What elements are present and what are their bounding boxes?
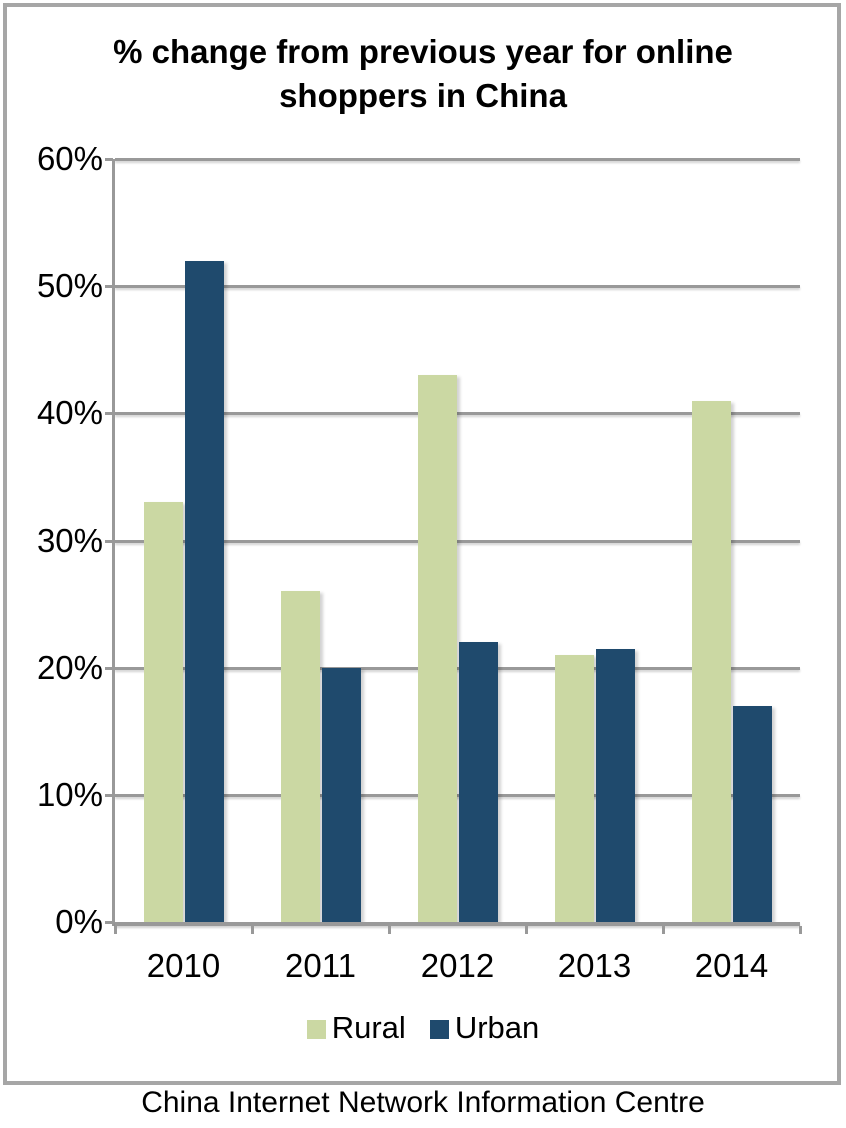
y-axis-label-0: 0% [55, 903, 103, 940]
bar-urban-2012 [459, 642, 498, 922]
y-axis-tick-50 [105, 285, 113, 288]
y-axis-label-40: 40% [36, 394, 103, 431]
bar-rural-2014 [692, 401, 731, 922]
bar-rural-2012 [418, 375, 457, 922]
y-axis-tick-60 [105, 158, 113, 161]
x-axis-tick-1 [251, 926, 254, 934]
bar-rural-2011 [281, 591, 320, 922]
legend-item-urban: Urban [429, 1010, 540, 1046]
chart-title: % change from previous year for online s… [113, 33, 733, 114]
bar-urban-2014 [733, 706, 772, 922]
bar-urban-2010 [185, 261, 224, 922]
gridline-60 [115, 158, 800, 161]
bar-urban-2013 [596, 649, 635, 922]
x-axis-line [115, 922, 800, 926]
x-axis-label-2010: 2010 [146, 947, 221, 984]
x-axis-tick-0 [114, 926, 117, 934]
source-caption: China Internet Network Information Centr… [141, 1086, 705, 1119]
y-axis-tick-10 [105, 794, 113, 797]
x-axis-label-2014: 2014 [694, 947, 769, 984]
x-axis-tick-4 [662, 926, 665, 934]
y-axis-tick-20 [105, 667, 113, 670]
x-axis-label-2013: 2013 [557, 947, 632, 984]
gridline-50 [115, 285, 800, 288]
x-axis-label-2012: 2012 [420, 947, 495, 984]
x-axis-tick-5 [799, 926, 802, 934]
bar-rural-2013 [555, 655, 594, 922]
y-axis-label-50: 50% [36, 267, 103, 304]
x-axis-label-2011: 2011 [285, 947, 356, 984]
bar-rural-2010 [144, 502, 183, 922]
y-axis-label-30: 30% [36, 522, 103, 559]
legend-swatch-rural [306, 1019, 326, 1039]
gridline-40 [115, 412, 800, 415]
legend-label-rural: Rural [331, 1010, 406, 1045]
y-axis-label-60: 60% [36, 140, 103, 177]
x-axis-tick-3 [525, 926, 528, 934]
bar-urban-2011 [322, 668, 361, 922]
y-axis-label-20: 20% [36, 649, 103, 686]
y-axis-tick-40 [105, 412, 113, 415]
y-axis-label-10: 10% [36, 776, 103, 813]
y-axis-tick-30 [105, 540, 113, 543]
x-axis-tick-2 [388, 926, 391, 934]
y-axis-tick-0 [105, 921, 113, 924]
chart-legend: Rural Urban [0, 1010, 846, 1046]
gridline-10 [115, 794, 800, 797]
legend-swatch-urban [429, 1019, 449, 1039]
legend-label-urban: Urban [454, 1010, 540, 1045]
gridline-20 [115, 667, 800, 670]
gridline-30 [115, 540, 800, 543]
y-axis-line [112, 159, 115, 926]
legend-item-rural: Rural [306, 1010, 406, 1046]
